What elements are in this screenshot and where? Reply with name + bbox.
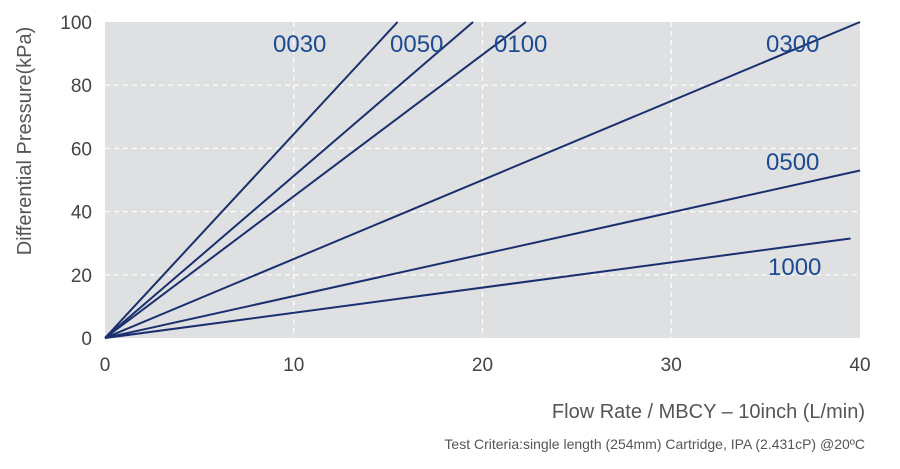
series-line-0050 — [104, 21, 474, 339]
y-tick-label: 100 — [60, 13, 92, 34]
series-label-0030: 0030 — [273, 31, 326, 58]
series-label-0100: 0100 — [494, 31, 547, 58]
y-tick-label: 80 — [71, 76, 92, 97]
x-axis-title: Flow Rate / MBCY – 10inch (L/min) — [552, 401, 865, 423]
x-tick-label: 40 — [849, 355, 870, 376]
y-tick-label: 20 — [71, 266, 92, 287]
series-line-1000 — [104, 237, 851, 339]
x-tick-label: 0 — [100, 355, 111, 376]
x-tick-label: 20 — [472, 355, 493, 376]
x-tick-label: 30 — [661, 355, 682, 376]
series-label-0300: 0300 — [766, 31, 819, 58]
series-line-0500 — [104, 169, 861, 339]
x-tick-labels: 0 10 20 30 40 — [100, 355, 871, 376]
y-tick-label: 40 — [71, 203, 92, 224]
series-line-0100 — [104, 21, 527, 339]
y-tick-label: 60 — [71, 139, 92, 160]
y-tick-labels: 0 20 40 60 80 100 — [60, 13, 92, 350]
y-axis-title: Differential Pressure(kPa) — [14, 27, 36, 256]
y-tick-label: 0 — [81, 329, 92, 350]
series-label-0050: 0050 — [390, 31, 443, 58]
x-tick-label: 10 — [283, 355, 304, 376]
series-lines — [104, 21, 861, 339]
series-label-0500: 0500 — [766, 149, 819, 176]
test-criteria-note: Test Criteria:single length (254mm) Cart… — [444, 436, 865, 452]
series-line-0030 — [104, 21, 399, 339]
series-labels: 0030 0050 0100 0300 0500 1000 — [273, 31, 821, 281]
series-line-0300 — [104, 21, 861, 339]
series-label-1000: 1000 — [768, 254, 821, 281]
